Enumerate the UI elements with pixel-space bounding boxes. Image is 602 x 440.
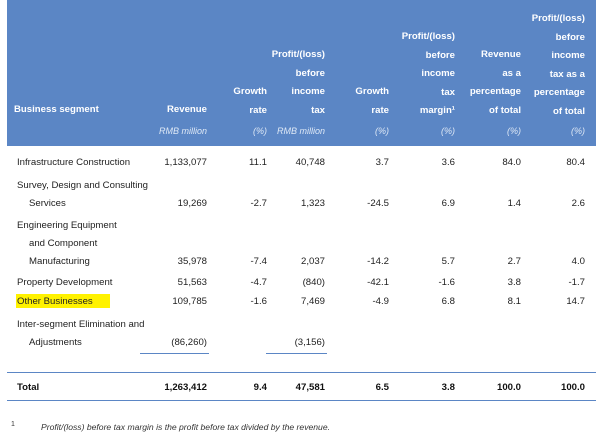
total-revenue-pct: 100.0: [496, 382, 521, 393]
row-label-survey-line-2: Services: [29, 198, 66, 209]
header-growth-rate-2: Growth rate: [355, 86, 389, 116]
row-label-inter-segment-line-1: Inter-segment Elimination and: [17, 319, 145, 330]
cell-revenue: 35,978: [177, 256, 207, 267]
total-profit-pct: 100.0: [560, 382, 585, 393]
total-margin: 3.8: [441, 382, 455, 393]
cell-profit-pct: -1.7: [568, 277, 585, 288]
cell-revenue: (86,260): [171, 337, 207, 348]
unit-margin: (%): [441, 126, 455, 136]
header-revenue: Revenue: [167, 104, 207, 115]
subtotal-line-revenue: [140, 353, 209, 354]
cell-profit: (840): [302, 277, 325, 288]
header-business-segment: Business segment: [14, 104, 99, 115]
unit-profit-pct: (%): [571, 126, 585, 136]
cell-revenue-pct: 2.7: [507, 256, 521, 267]
cell-profit-pct: 2.6: [571, 198, 585, 209]
cell-growth-1: 11.1: [249, 157, 267, 168]
highlight-other-businesses: [16, 294, 110, 308]
footnote-mark: 1: [11, 421, 15, 428]
row-label-survey-line-1: Survey, Design and Consulting: [17, 180, 149, 191]
cell-revenue-pct: 3.8: [507, 277, 521, 288]
row-label-engineering-line-2: and Component: [29, 238, 98, 249]
row-label-engineering-line-1: Engineering Equipment: [17, 220, 117, 231]
cell-margin: 6.9: [441, 198, 455, 209]
header-growth-rate-1: Growth rate: [233, 86, 267, 116]
row-label-property: Property Development: [17, 277, 113, 288]
row-label-engineering-line-3: Manufacturing: [29, 256, 90, 267]
footnote-text: Profit/(loss) before tax margin is the p…: [41, 422, 330, 432]
row-label-other-businesses: Other Businesses: [17, 296, 93, 307]
cell-growth-1: -1.6: [250, 296, 267, 307]
header-margin: Profit/(loss) before income tax margin¹: [401, 31, 455, 117]
unit-profit: RMB million: [276, 126, 325, 136]
cell-revenue-pct: 84.0: [502, 157, 521, 168]
row-label-infrastructure: Infrastructure Construction: [17, 157, 131, 168]
cell-growth-2: -14.2: [367, 256, 389, 267]
cell-revenue: 1,133,077: [164, 157, 207, 168]
header-revenue-pct: Revenue as a percentage of total: [469, 49, 521, 116]
row-label-total: Total: [17, 382, 40, 393]
total-growth-1: 9.4: [253, 382, 267, 393]
cell-profit-pct: 80.4: [566, 157, 585, 168]
cell-growth-2: -4.9: [372, 296, 389, 307]
cell-growth-1: -7.4: [250, 256, 267, 267]
header-profit-pct: Profit/(loss) before income tax as a per…: [531, 13, 585, 117]
unit-growth-1: (%): [253, 126, 267, 136]
unit-revenue-pct: (%): [507, 126, 521, 136]
unit-revenue: RMB million: [158, 126, 207, 136]
cell-revenue: 51,563: [177, 277, 207, 288]
cell-margin: -1.6: [438, 277, 455, 288]
unit-growth-2: (%): [375, 126, 389, 136]
subtotal-line-profit: [266, 353, 327, 354]
cell-revenue: 19,269: [177, 198, 207, 209]
cell-profit: 1,323: [300, 198, 325, 209]
total-bottom-rule: [7, 400, 596, 401]
cell-growth-1: -2.7: [250, 198, 267, 209]
total-top-rule: [7, 372, 596, 373]
cell-margin: 5.7: [441, 256, 455, 267]
cell-profit-pct: 14.7: [566, 296, 585, 307]
cell-margin: 6.8: [441, 296, 455, 307]
cell-revenue: 109,785: [172, 296, 207, 307]
cell-profit: 7,469: [300, 296, 325, 307]
cell-revenue-pct: 1.4: [507, 198, 521, 209]
cell-growth-1: -4.7: [250, 277, 267, 288]
table-header-band: Business segment Revenue Growth rate Pro…: [7, 0, 596, 146]
cell-revenue-pct: 8.1: [507, 296, 521, 307]
cell-profit-pct: 4.0: [571, 256, 585, 267]
cell-margin: 3.6: [441, 157, 455, 168]
cell-profit: 2,037: [300, 256, 325, 267]
total-profit: 47,581: [295, 382, 325, 393]
cell-profit: (3,156): [294, 337, 325, 348]
cell-growth-2: -24.5: [367, 198, 389, 209]
row-label-inter-segment-line-2: Adjustments: [29, 337, 82, 348]
total-growth-2: 6.5: [375, 382, 389, 393]
total-revenue: 1,263,412: [164, 382, 207, 393]
cell-profit: 40,748: [295, 157, 325, 168]
cell-growth-2: -42.1: [367, 277, 389, 288]
header-profit-before-tax: Profit/(loss) before income tax: [271, 49, 325, 116]
cell-growth-2: 3.7: [375, 157, 389, 168]
